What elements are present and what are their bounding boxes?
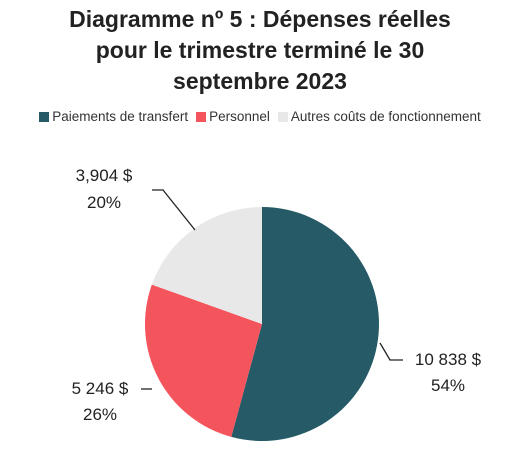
chart-legend: Paiements de transfert Personnel Autres …	[0, 109, 520, 124]
data-label-value-personnel: 5 246 $	[72, 379, 129, 398]
data-label-percent-paiements: 54%	[431, 376, 465, 395]
data-label-percent-autres: 20%	[87, 193, 121, 212]
legend-swatch-personnel	[196, 111, 207, 122]
legend-swatch-autres	[277, 111, 288, 122]
leader-line-autres	[152, 189, 196, 231]
chart-title-line-1: Diagramme nº 5 : Dépenses réelles	[69, 6, 451, 32]
leader-line-paiements	[379, 342, 403, 361]
chart-title-line-2: pour le trimestre terminé le 30	[95, 37, 425, 63]
legend-item-personnel: Personnel	[196, 109, 270, 124]
pie-slice-paiements	[231, 207, 379, 441]
data-label-value-paiements: 10 838 $	[415, 350, 482, 369]
data-label-percent-personnel: 26%	[83, 405, 117, 424]
legend-label-autres: Autres coûts de fonctionnement	[290, 109, 481, 124]
data-label-value-autres: 3,904 $	[76, 166, 133, 185]
legend-item-autres: Autres coûts de fonctionnement	[277, 109, 481, 124]
legend-item-paiements: Paiements de transfert	[39, 109, 188, 124]
chart-title: Diagramme nº 5 : Dépenses réelles pour l…	[0, 4, 520, 97]
legend-label-personnel: Personnel	[209, 109, 270, 124]
pie-slice-autres	[151, 207, 262, 324]
legend-label-paiements: Paiements de transfert	[52, 109, 189, 124]
pie-slice-personnel	[144, 284, 262, 437]
legend-swatch-paiements	[39, 111, 50, 122]
chart-title-line-3: septembre 2023	[173, 68, 347, 94]
